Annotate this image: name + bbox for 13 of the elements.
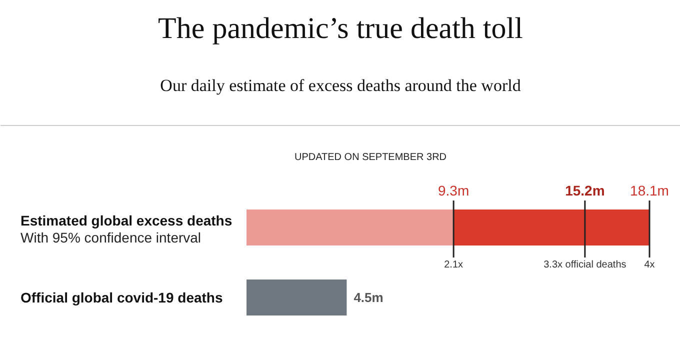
ref-line-label: 9.3m (438, 182, 470, 198)
y-tick-label: Official global covid-19 deaths (20, 290, 223, 306)
data-label: 4.5m (354, 290, 384, 305)
annotation: 3.3x official deaths (544, 260, 626, 270)
y-tick-label: Estimated global excess deaths (20, 212, 232, 228)
text: UPDATED ON SEPTEMBER 3RD (294, 152, 447, 163)
ref-line-label: 15.2m (565, 182, 605, 198)
text: With 95% confidence interval (20, 230, 202, 246)
chart-title: The pandemic’s true death toll (158, 12, 523, 45)
ref-line-label: 18.1m (630, 182, 669, 198)
annotation: 2.1x (444, 260, 464, 270)
annotation: 4x (644, 260, 655, 270)
chart-subtitle: Our daily estimate of excess deaths around the world (160, 76, 522, 95)
